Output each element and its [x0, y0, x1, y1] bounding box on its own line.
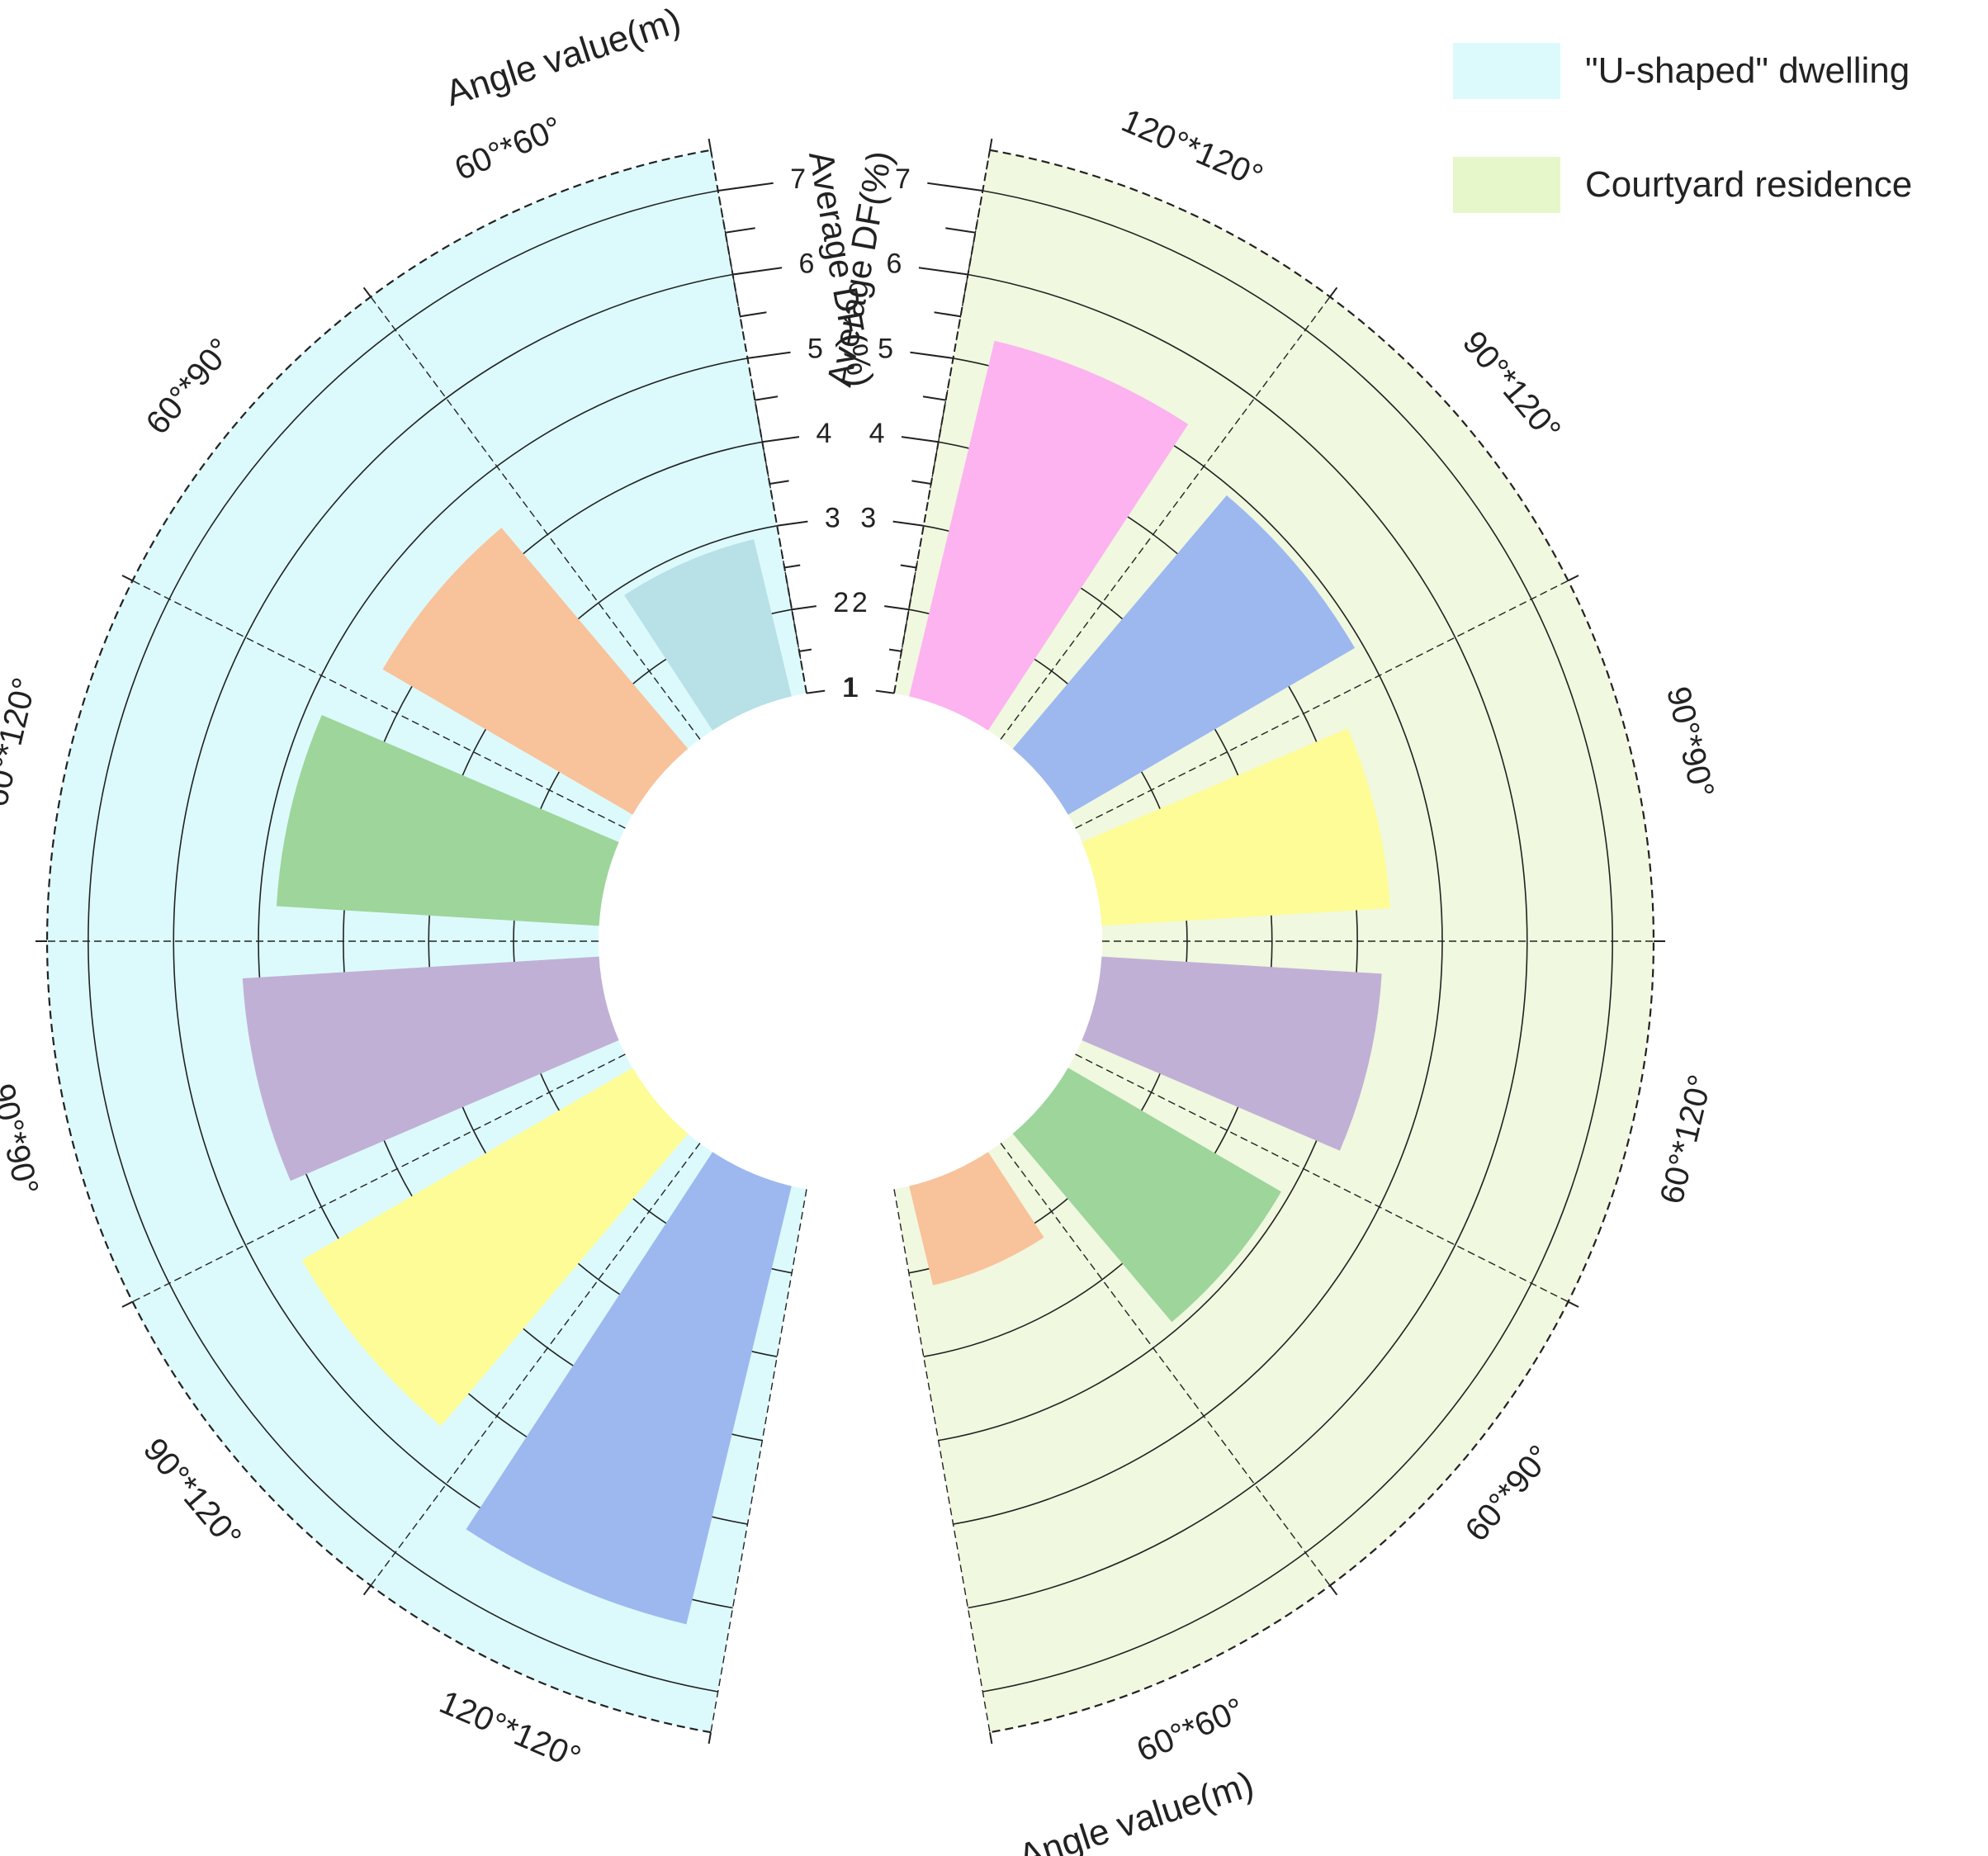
c-radial-tick-1 — [875, 689, 895, 694]
c-radial-tick-label-1: 1 — [843, 672, 859, 703]
c-radial-tick-label-2: 2 — [852, 587, 868, 618]
c-category-label-3: 60°*120° — [1654, 1072, 1719, 1208]
u-radial-tick-6 — [732, 267, 783, 276]
u-bar-5 — [624, 539, 792, 731]
u-radial-minor-tick-3 — [755, 395, 779, 401]
c-radial-axis-line — [893, 149, 991, 694]
c-outer-tick-6 — [989, 1732, 993, 1745]
u-radial-tick-label-2: 2 — [833, 587, 849, 618]
u-radial-tick-label-7: 7 — [790, 163, 806, 195]
u-angular-axis-title: Angle value(m) — [441, 0, 686, 114]
u-bar-2 — [242, 956, 619, 1181]
u-grid-arc-3 — [428, 525, 778, 1357]
c-radial-minor-tick-4 — [934, 311, 961, 318]
legend-item-u-shaped: "U-shaped" dwelling — [1453, 30, 1912, 112]
u-radial-tick-label-3: 3 — [825, 502, 840, 533]
u-category-label-3: 60°*120° — [0, 675, 43, 811]
legend-label-u-shaped: "U-shaped" dwelling — [1585, 50, 1910, 91]
c-outer-tick-5 — [1329, 1584, 1338, 1596]
u-radial-axis-line — [710, 149, 807, 694]
u-category-label-4: 60°*90° — [139, 332, 239, 442]
u-category-label-0: 120°*120° — [434, 1683, 586, 1776]
legend-label-courtyard: Courtyard residence — [1585, 164, 1913, 205]
u-category-label-5: 60°*60° — [450, 110, 568, 187]
c-bar-3 — [1082, 956, 1382, 1151]
c-radial-minor-tick-3 — [922, 395, 946, 401]
c-radial-tick-label-7: 7 — [895, 163, 911, 195]
u-outer-tick-2 — [121, 1300, 133, 1308]
c-bar-0 — [909, 340, 1189, 731]
c-bar-4 — [1012, 1068, 1281, 1323]
c-radial-tick-label-3: 3 — [860, 502, 876, 533]
u-radial-tick-label-4: 4 — [816, 418, 831, 449]
c-outer-tick-4 — [1568, 1300, 1579, 1308]
legend-swatch-u-shaped — [1453, 43, 1560, 99]
c-radial-minor-tick-1 — [900, 564, 916, 569]
u-bar-4 — [382, 528, 689, 815]
c-grid-arc-6 — [968, 273, 1528, 1609]
c-angular-axis-title: Angle value(m) — [1014, 1764, 1259, 1856]
c-outer-tick-2 — [1568, 575, 1579, 582]
c-category-label-0: 120°*120° — [1116, 102, 1268, 195]
u-bar-1 — [301, 1068, 689, 1427]
u-grid-arc-6 — [173, 273, 733, 1609]
c-category-label-2: 90°*90° — [1659, 683, 1721, 801]
c-radial-minor-tick-2 — [911, 480, 931, 485]
c-grid-arc-3 — [923, 525, 1273, 1357]
u-radial-tick-5 — [747, 351, 791, 359]
c-bar-1 — [1012, 495, 1355, 815]
c-category-label-5: 60°*60° — [1132, 1691, 1250, 1768]
c-radial-tick-6 — [918, 267, 968, 276]
u-outer-tick-1 — [362, 1584, 372, 1596]
u-radial-tick-3 — [777, 520, 808, 527]
u-outer-tick-5 — [362, 286, 372, 298]
c-radial-tick-3 — [892, 520, 924, 527]
c-outer-tick-0 — [989, 138, 993, 150]
c-outer-boundary — [989, 149, 1654, 1734]
legend-item-courtyard: Courtyard residence — [1453, 144, 1912, 226]
c-radial-tick-label-6: 6 — [887, 249, 902, 280]
u-radial-tick-1 — [806, 689, 826, 694]
u-radial-minor-tick-4 — [740, 311, 767, 318]
c-radial-minor-tick-0 — [888, 648, 902, 652]
u-bar-3 — [276, 715, 619, 926]
u-radial-minor-tick-1 — [784, 564, 801, 569]
u-outer-tick-4 — [121, 575, 133, 582]
u-outer-tick-0 — [708, 1732, 712, 1745]
c-radial-tick-4 — [901, 436, 939, 443]
u-radial-tick-label-6: 6 — [799, 249, 815, 280]
c-radial-tick-label-4: 4 — [869, 418, 885, 449]
c-bar-2 — [1082, 728, 1390, 926]
c-bar-5 — [909, 1152, 1044, 1285]
c-radial-tick-5 — [910, 351, 954, 359]
u-radial-minor-tick-2 — [769, 480, 789, 485]
u-radial-minor-tick-0 — [798, 648, 812, 652]
u-bar-0 — [466, 1152, 792, 1625]
u-outer-tick-6 — [708, 138, 712, 150]
u-outer-boundary — [46, 149, 712, 1734]
c-radial-tick-label-5: 5 — [878, 333, 893, 364]
u-radial-tick-7 — [717, 182, 774, 192]
c-category-label-4: 60°*90° — [1458, 1438, 1558, 1548]
u-radial-tick-2 — [792, 605, 816, 611]
c-radial-tick-2 — [884, 605, 909, 611]
c-category-label-1: 90°*120° — [1456, 324, 1568, 448]
u-radial-minor-tick-5 — [725, 227, 755, 234]
u-shaped-panel: 120°*120°90°*120°90°*90°60°*120°60°*90°6… — [0, 0, 881, 1776]
c-radial-minor-tick-5 — [945, 227, 976, 234]
u-radial-tick-label-5: 5 — [807, 333, 823, 364]
c-radial-tick-7 — [927, 182, 983, 192]
legend: "U-shaped" dwelling Courtyard residence — [1453, 30, 1912, 258]
u-radial-tick-label-1: 1 — [842, 672, 858, 703]
legend-swatch-courtyard — [1453, 157, 1560, 213]
u-category-label-2: 90°*90° — [0, 1080, 45, 1198]
c-outer-tick-1 — [1329, 286, 1338, 298]
courtyard-panel: 120°*120° 90°*120° 90°*90° 60°*120° 60°*90° 6… — [820, 102, 1721, 1856]
u-radial-tick-4 — [762, 436, 800, 443]
